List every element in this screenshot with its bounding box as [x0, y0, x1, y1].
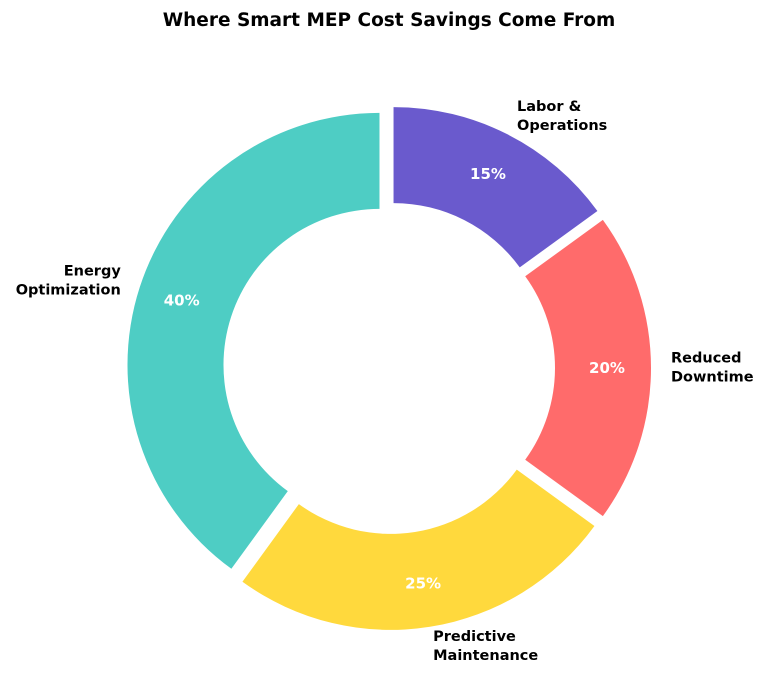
slice-category-label-line: Reduced	[671, 351, 742, 367]
slice-category-label-line: Downtime	[671, 370, 754, 386]
slice-predictive-maintenance	[242, 469, 595, 630]
slice-value-label-energy-optimization: 40%	[164, 292, 200, 310]
slice-category-label-energy-optimization: Energy Optimization	[16, 263, 122, 298]
slice-reduced-downtime	[525, 219, 651, 517]
slice-category-label-line: Maintenance	[433, 648, 538, 664]
slice-category-label-line: Optimization	[16, 282, 121, 298]
slice-category-label-labor-and-operations: Labor & Operations	[517, 99, 607, 134]
slice-category-label-reduced-downtime: Reduced Downtime	[671, 351, 754, 386]
slice-category-label-line: Energy	[64, 263, 122, 279]
labels-layer: 15% Labor & Operations 20% Reduced Downtime 25…	[16, 99, 754, 664]
slice-category-label-line: Labor &	[517, 99, 582, 115]
slices-layer	[127, 107, 651, 630]
slice-value-label-predictive-maintenance: 25%	[405, 574, 441, 592]
slice-category-label-line: Predictive	[433, 629, 516, 645]
slice-energy-optimization	[127, 112, 380, 569]
slice-value-label-reduced-downtime: 20%	[589, 359, 625, 377]
slice-value-label-labor-and-operations: 15%	[470, 165, 506, 183]
slice-category-label-predictive-maintenance: Predictive Maintenance	[433, 629, 538, 664]
slice-category-label-line: Operations	[517, 118, 607, 134]
chart-title: Where Smart MEP Cost Savings Come From	[163, 10, 616, 31]
slice-labor-and-operations	[393, 107, 598, 268]
